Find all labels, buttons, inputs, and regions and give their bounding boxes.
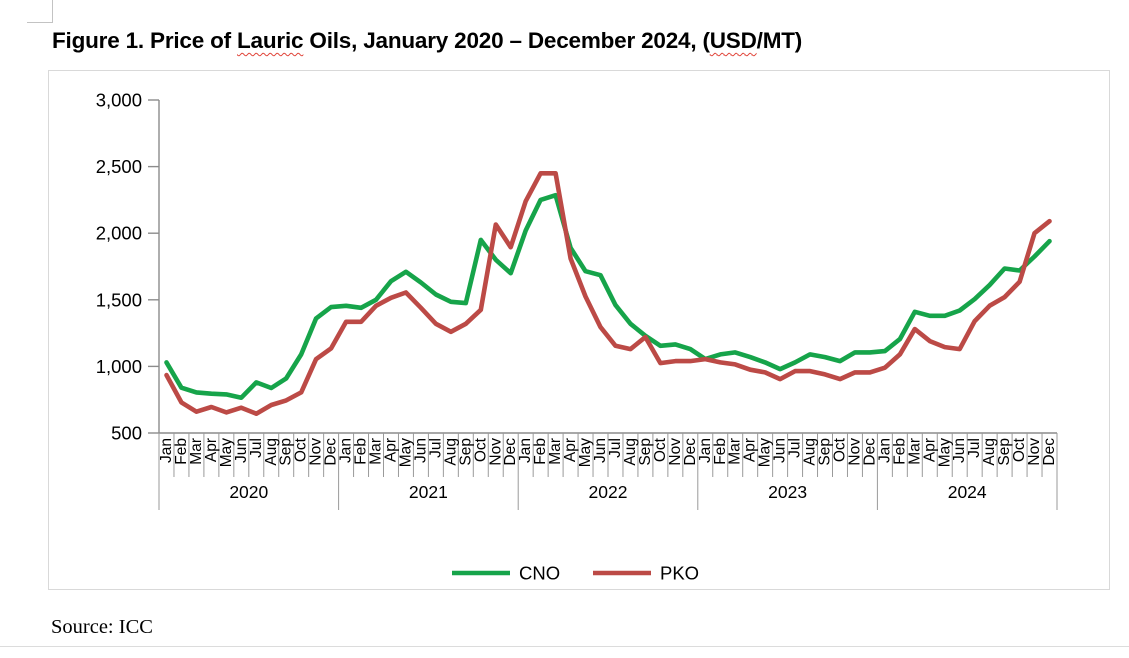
x-axis-month-label: Mar	[368, 438, 385, 465]
x-axis-month-label: Mar	[547, 438, 564, 465]
x-axis-month-label: Sep	[996, 438, 1013, 466]
x-axis-month-label: Apr	[742, 438, 759, 462]
x-axis-month-label: Dec	[861, 438, 878, 466]
x-axis-month-label: Feb	[532, 438, 549, 465]
x-axis-month-label: Jul	[427, 438, 444, 458]
x-axis-month-label: Aug	[263, 438, 280, 466]
x-axis-year-label: 2023	[768, 482, 807, 502]
x-axis-month-label: Jun	[951, 438, 968, 463]
x-axis-month-label: May	[218, 438, 235, 468]
x-axis-month-label: May	[936, 438, 953, 468]
x-axis-month-label: Jan	[876, 438, 893, 463]
x-axis-month-label: May	[757, 438, 774, 468]
x-axis-year-label: 2020	[229, 482, 268, 502]
x-axis-month-label: Jun	[412, 438, 429, 463]
x-axis-month-label: Nov	[487, 438, 504, 466]
x-axis-month-label: Jan	[517, 438, 534, 463]
x-axis-month-label: Jan	[697, 438, 714, 463]
page-corner-mark-horizontal	[27, 22, 53, 23]
y-axis-tick-label: 1,000	[96, 356, 142, 377]
figure-title-part: /MT)	[756, 28, 803, 53]
series-line-pko	[164, 171, 1052, 417]
x-axis-year-label: 2022	[589, 482, 628, 502]
x-axis-month-label: Aug	[802, 438, 819, 466]
x-axis-month-label: Aug	[442, 438, 459, 466]
x-axis-month-label: Nov	[667, 438, 684, 466]
source-caption: Source: ICC	[51, 616, 153, 638]
x-axis-year-label: 2021	[409, 482, 448, 502]
x-axis-month-label: Feb	[353, 438, 370, 465]
x-axis-month-label: Oct	[652, 437, 669, 462]
x-axis-month-label: Oct	[832, 437, 849, 462]
series-line-cno	[164, 192, 1052, 401]
x-axis-month-label: Sep	[278, 438, 295, 466]
x-axis-month-label: Feb	[712, 438, 729, 465]
x-axis-month-label: Apr	[383, 438, 400, 462]
x-axis-month-label: Apr	[203, 438, 220, 462]
figure-title: Figure 1. Price of Lauric Oils, January …	[52, 28, 802, 54]
y-axis-tick-label: 500	[111, 423, 142, 444]
x-axis-month-label: Jun	[592, 438, 609, 463]
x-axis-month-label: Jul	[248, 438, 265, 458]
x-axis-month-label: Oct	[472, 437, 489, 462]
x-axis-month-label: Sep	[817, 438, 834, 466]
x-axis-month-label: Mar	[727, 438, 744, 465]
x-axis-month-label: May	[577, 438, 594, 468]
x-axis-month-label: Oct	[293, 437, 310, 462]
x-axis-month-label: May	[397, 438, 414, 468]
x-axis-month-label: Apr	[921, 438, 938, 462]
page-corner-mark-vertical	[52, 0, 53, 23]
figure-title-part: Oils, January 2020 – December 2024, (	[303, 28, 710, 53]
x-axis-month-label: Dec	[682, 438, 699, 466]
y-axis-tick-label: 2,500	[96, 156, 142, 177]
x-axis-month-label: Jul	[966, 438, 983, 458]
x-axis-year-label: 2024	[948, 482, 987, 502]
chart-frame: 500 1,000 1,500 2,000 2,500 3,000 Jan Feb Mar Apr…	[48, 70, 1110, 590]
x-axis-month-label: Dec	[1041, 438, 1058, 466]
figure-title-spellcheck-usd: USD	[709, 28, 757, 53]
x-axis-month-label: Nov	[308, 438, 325, 466]
y-axis-tick-label: 1,500	[96, 289, 142, 310]
x-axis-month-label: Dec	[502, 438, 519, 466]
x-axis-month-label: Sep	[457, 438, 474, 466]
x-axis-month-label: Nov	[847, 438, 864, 466]
x-axis-month-label: Aug	[981, 438, 998, 466]
x-axis-month-label: Feb	[891, 438, 908, 465]
x-axis-month-label: Jul	[607, 438, 624, 458]
legend-label-cno: CNO	[519, 563, 560, 584]
figure-title-part: Figure 1. Price of	[52, 28, 238, 53]
y-axis-tick-label: 3,000	[96, 90, 142, 111]
x-axis-month-label: Jan	[338, 438, 355, 463]
x-axis-month-label: Dec	[323, 438, 340, 466]
x-axis-month-label: Jun	[772, 438, 789, 463]
x-axis-month-label: Apr	[562, 438, 579, 462]
x-axis-month-label: Jan	[158, 438, 175, 463]
x-axis-month-label: Mar	[188, 438, 205, 465]
x-axis-month-label: Mar	[906, 438, 923, 465]
lauric-oils-line-chart: 5001,0001,5002,0002,5003,000JanFebMarApr…	[96, 90, 1058, 584]
x-axis-month-label: Aug	[622, 438, 639, 466]
x-axis-month-label: Jun	[233, 438, 250, 463]
x-axis-month-label: Feb	[173, 438, 190, 465]
x-axis-month-label: Sep	[637, 438, 654, 466]
x-axis-month-label: Nov	[1026, 438, 1043, 466]
y-axis-tick-label: 2,000	[96, 223, 142, 244]
page-boundary-line	[0, 646, 1129, 647]
x-axis-month-label: Jul	[787, 438, 804, 458]
x-axis-month-label: Oct	[1011, 437, 1028, 462]
legend-label-pko: PKO	[660, 563, 699, 584]
figure-title-spellcheck-lauric: Lauric	[237, 28, 304, 53]
